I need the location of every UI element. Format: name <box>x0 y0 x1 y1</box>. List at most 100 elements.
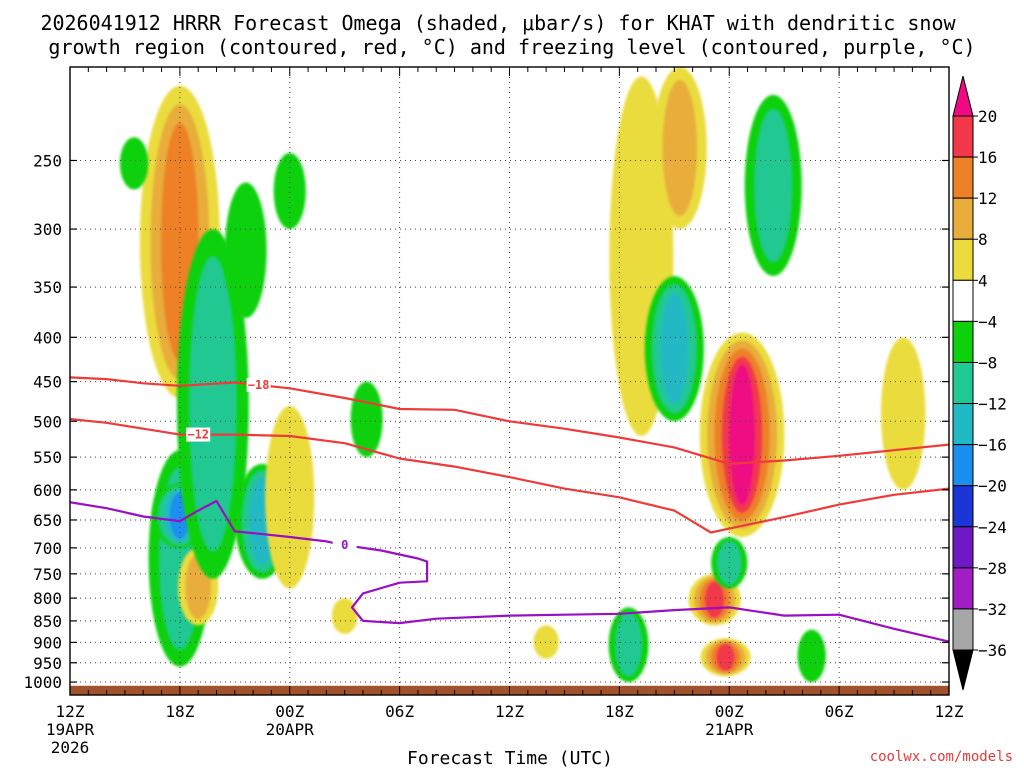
contour-label: −12 <box>187 428 209 442</box>
omega-shading <box>119 67 926 683</box>
y-tick-label: 900 <box>33 633 62 652</box>
omega-feature-5 <box>176 229 249 579</box>
y-tick-label: 450 <box>33 373 62 392</box>
colorbar-swatch <box>952 567 974 610</box>
omega-shade <box>704 581 725 619</box>
pressure-axis: 250 300 350 400 450 500 550 600 650 700 750 800 850 9… <box>23 151 949 692</box>
watermark: coolwx.com/models <box>870 749 1013 765</box>
colorbar-label: −8 <box>978 353 997 372</box>
y-tick-label: 750 <box>33 565 62 584</box>
omega-shade <box>716 643 735 672</box>
x-date-label: 21APR <box>705 720 754 739</box>
x-tick-label: 18Z <box>165 702 194 721</box>
omega-shade <box>660 293 689 405</box>
x-tick-label: 00Z <box>715 702 744 721</box>
y-tick-label: 700 <box>33 539 62 558</box>
x-tick-label: 12Z <box>935 702 964 721</box>
colorbar-label: −36 <box>978 641 1007 660</box>
omega-feature-19 <box>700 638 751 677</box>
omega-shade <box>881 337 926 490</box>
x-tick-label: 06Z <box>385 702 414 721</box>
omega-shade <box>615 613 642 677</box>
omega-feature-4 <box>119 137 149 190</box>
omega-feature-21 <box>744 94 802 277</box>
omega-feature-15 <box>652 67 707 230</box>
y-tick-label: 300 <box>33 220 62 239</box>
colorbar-swatch <box>952 197 974 240</box>
omega-feature-23 <box>881 337 926 490</box>
colorbar-swatch <box>952 115 974 158</box>
y-tick-label: 500 <box>33 412 62 431</box>
colorbar-label: −4 <box>978 312 997 331</box>
y-tick-label: 350 <box>33 278 62 297</box>
omega-shade <box>797 629 826 683</box>
y-tick-label: 550 <box>33 448 62 467</box>
contour-label: 0 <box>341 538 348 552</box>
colorbar-label: 8 <box>978 230 988 249</box>
contour-line-0 <box>70 376 949 465</box>
temperature-contours: −18 −12 0 <box>70 376 949 643</box>
omega-feature-16 <box>644 276 704 422</box>
colorbar-label: −20 <box>978 477 1007 496</box>
y-tick-label: 950 <box>33 654 62 673</box>
colorbar-label: −16 <box>978 436 1007 455</box>
colorbar-swatch <box>952 485 974 528</box>
omega-shade <box>662 80 698 217</box>
contour-label-bg <box>246 377 271 392</box>
omega-shade <box>533 625 559 659</box>
colorbar-swatch <box>952 156 974 199</box>
colorbar-label: 16 <box>978 148 997 167</box>
x-year-label: 2026 <box>51 738 90 757</box>
x-tick-label: 12Z <box>56 702 85 721</box>
x-tick-label: 18Z <box>605 702 634 721</box>
chart-title-line-1: 2026041912 HRRR Forecast Omega (shaded, … <box>40 11 956 35</box>
chart-title-line-2: growth region (contoured, red, °C) and f… <box>48 35 975 59</box>
y-tick-label: 250 <box>33 151 62 170</box>
contour-line-1 <box>70 417 949 534</box>
colorbar-swatch <box>952 361 974 405</box>
omega-feature-6 <box>224 182 267 319</box>
contour-label-bg <box>186 427 211 442</box>
colorbar-label: 4 <box>978 271 988 290</box>
colorbar-label: −12 <box>978 395 1007 414</box>
colorbar-label: −28 <box>978 559 1007 578</box>
colorbar-swatch <box>952 526 974 569</box>
x-tick-label: 12Z <box>495 702 524 721</box>
colorbar: 20 16 12 8 4 −4 −8 −12 −16 −20 −24 −28 −32 −36 <box>952 75 1007 691</box>
contour-line-2 <box>70 499 949 643</box>
colorbar-bottom-triangle <box>952 649 974 691</box>
y-tick-label: 800 <box>33 589 62 608</box>
colorbar-swatch <box>952 444 974 487</box>
y-tick-label: 600 <box>33 481 62 500</box>
omega-feature-9 <box>273 152 306 230</box>
colorbar-swatch <box>952 403 974 446</box>
colorbar-label: 20 <box>978 107 997 126</box>
colorbar-swatch <box>952 279 974 322</box>
colorbar-label: −24 <box>978 518 1007 537</box>
omega-shade <box>728 364 756 506</box>
x-tick-label: 06Z <box>825 702 854 721</box>
y-tick-label: 650 <box>33 511 62 530</box>
y-tick-label: 850 <box>33 612 62 631</box>
colorbar-swatch <box>952 320 974 363</box>
y-tick-label: 1000 <box>23 673 62 692</box>
x-date-label: 19APR <box>46 720 95 739</box>
omega-shade <box>189 257 236 551</box>
omega-shade <box>224 182 267 319</box>
colorbar-top-triangle <box>952 75 974 117</box>
contour-label: −18 <box>248 378 270 392</box>
omega-shade <box>754 109 792 262</box>
omega-feature-13 <box>608 607 649 683</box>
x-tick-label: 00Z <box>275 702 304 721</box>
omega-feature-17 <box>699 332 785 537</box>
colorbar-swatch <box>952 238 974 281</box>
x-axis-title: Forecast Time (UTC) <box>407 748 613 768</box>
colorbar-swatch <box>952 608 974 651</box>
omega-feature-12 <box>533 625 559 659</box>
contour-label-bg <box>332 538 357 553</box>
omega-shade <box>273 152 306 230</box>
colorbar-label: −32 <box>978 600 1007 619</box>
omega-shade <box>119 137 149 190</box>
